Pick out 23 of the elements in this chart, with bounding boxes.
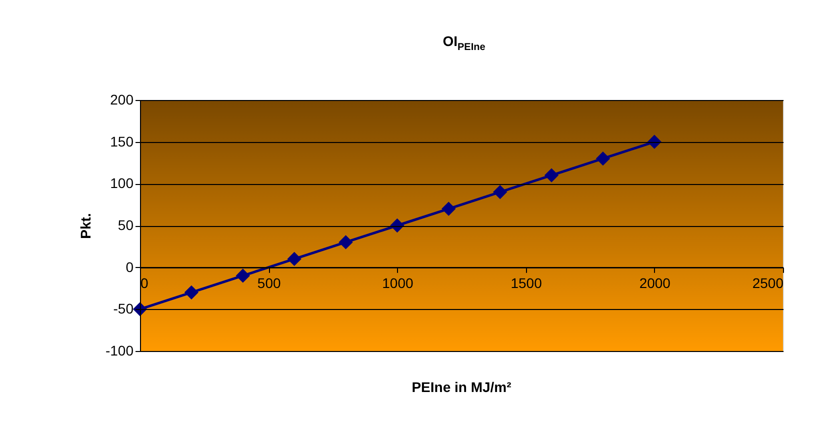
y-tick-label: 100 [110,175,134,192]
point [442,202,456,216]
point [287,252,302,266]
point [544,168,559,182]
y-tick-label: -100 [105,342,134,358]
y-tick-label: 150 [110,133,134,150]
y-tick-label: 200 [110,92,134,108]
x-tick-label: 1500 [510,274,542,291]
point [338,235,353,250]
x-tick-label: 0 [140,274,148,291]
x-axis-title: PEIne in MJ/m² [412,379,512,395]
point [493,184,508,200]
x-tick-label: 2500 [752,274,784,291]
y-tick-label: 50 [118,217,134,233]
x-tick-label: 500 [257,274,281,291]
point [184,285,199,300]
y-axis-title: Pkt. [77,213,94,239]
point [596,151,610,166]
point [236,268,250,283]
y-tick-label: 0 [126,258,134,275]
x-tick-label: 1000 [382,274,414,291]
x-tick-label: 2000 [639,274,671,291]
y-tick-label: -50 [113,300,134,317]
